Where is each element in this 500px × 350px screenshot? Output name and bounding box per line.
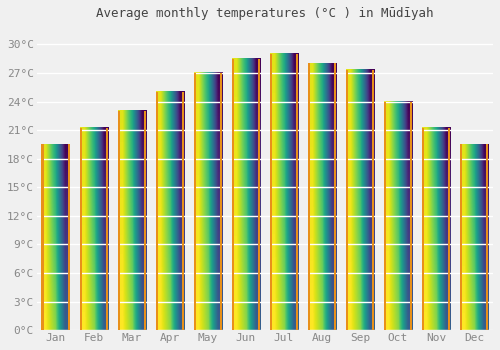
Bar	[80, 128, 82, 330]
Bar	[258, 59, 260, 330]
Bar	[460, 145, 462, 330]
Bar	[422, 128, 424, 330]
Bar	[68, 145, 70, 330]
Bar	[270, 54, 272, 330]
Bar	[372, 70, 374, 330]
Bar	[194, 73, 196, 330]
Bar	[106, 128, 108, 330]
Bar	[384, 102, 386, 330]
Bar	[296, 54, 298, 330]
Bar	[182, 92, 184, 330]
Bar	[118, 111, 120, 330]
Title: Average monthly temperatures (°C ) in Mūdīyah: Average monthly temperatures (°C ) in Mū…	[96, 7, 434, 20]
Bar	[144, 111, 146, 330]
Bar	[346, 70, 348, 330]
Bar	[448, 128, 450, 330]
Bar	[334, 63, 336, 330]
Bar	[156, 92, 158, 330]
Bar	[486, 145, 488, 330]
Bar	[410, 102, 412, 330]
Bar	[220, 73, 222, 330]
Bar	[308, 63, 310, 330]
Bar	[232, 59, 234, 330]
Bar	[42, 145, 44, 330]
